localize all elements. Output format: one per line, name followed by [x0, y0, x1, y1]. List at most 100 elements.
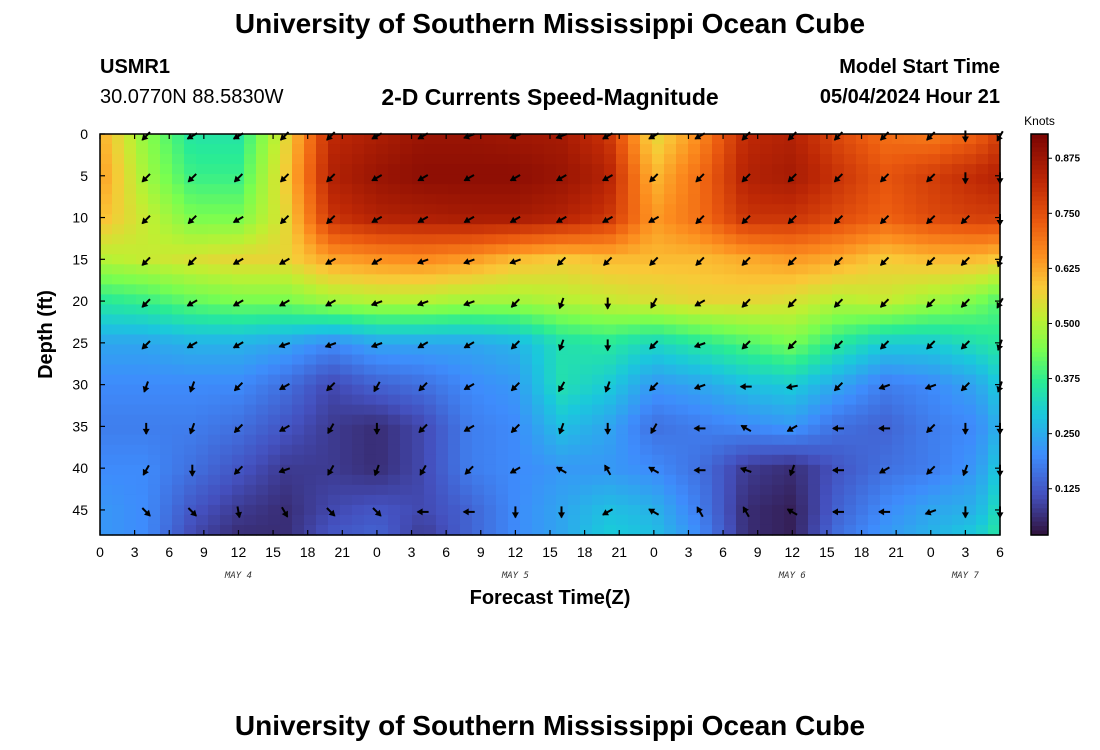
heatmap-cell	[496, 324, 509, 336]
heatmap-cell	[844, 374, 857, 386]
heatmap-cell	[400, 504, 413, 516]
heatmap-cell	[676, 384, 689, 396]
heatmap-cell	[280, 304, 293, 316]
heatmap-cell	[808, 184, 821, 195]
heatmap-cell	[820, 414, 833, 426]
heatmap-cell	[184, 394, 197, 406]
heatmap-cell	[328, 494, 341, 506]
heatmap-cell	[544, 404, 557, 416]
heatmap-cell	[832, 424, 845, 436]
heatmap-cell	[484, 404, 497, 416]
heatmap-cell	[388, 374, 401, 386]
heatmap-cell	[208, 134, 221, 145]
heatmap-cell	[388, 304, 401, 316]
heatmap-cell	[268, 514, 281, 526]
heatmap-cell	[400, 264, 413, 275]
heatmap-cell	[280, 344, 293, 356]
model-start-label: Model Start Time	[839, 56, 1000, 78]
heatmap-cell	[352, 334, 365, 346]
heatmap-cell	[724, 174, 737, 185]
heatmap-cell	[364, 364, 377, 376]
heatmap-cell	[424, 484, 437, 496]
heatmap-cell	[772, 474, 785, 486]
heatmap-cell	[376, 434, 389, 446]
heatmap-cell	[280, 154, 293, 165]
heatmap-cell	[364, 404, 377, 416]
heatmap-cell	[424, 184, 437, 195]
heatmap-cell	[640, 144, 653, 155]
heatmap-cell	[940, 344, 953, 356]
heatmap-cell	[772, 164, 785, 175]
heatmap-cell	[244, 504, 257, 516]
heatmap-cell	[940, 224, 953, 235]
heatmap-cell	[472, 514, 485, 526]
current-vector	[649, 340, 659, 350]
heatmap-cell	[424, 344, 437, 356]
heatmap-cell	[976, 364, 989, 376]
heatmap-cell	[388, 314, 401, 326]
heatmap-cell	[340, 494, 353, 506]
heatmap-cell	[964, 284, 977, 296]
heatmap-cell	[808, 424, 821, 436]
heatmap-cell	[700, 174, 713, 185]
heatmap-cell	[376, 314, 389, 326]
heatmap-cell	[208, 514, 221, 526]
heatmap-cell	[388, 154, 401, 165]
heatmap-cell	[532, 244, 545, 255]
heatmap-cell	[748, 364, 761, 376]
heatmap-cell	[928, 304, 941, 316]
heatmap-cell	[436, 404, 449, 416]
heatmap-cell	[316, 214, 329, 225]
current-vector	[603, 256, 613, 266]
heatmap-cell	[724, 184, 737, 195]
heatmap-cell	[376, 294, 389, 306]
colorbar-segment	[1031, 472, 1048, 478]
heatmap-cell	[304, 274, 317, 285]
heatmap-cell	[364, 494, 377, 506]
heatmap-cell	[892, 424, 905, 436]
current-vector	[233, 381, 244, 392]
heatmap-cell	[316, 514, 329, 526]
heatmap-cell	[772, 404, 785, 416]
heatmap-cell	[628, 304, 641, 316]
current-vector	[786, 508, 798, 516]
heatmap-cell	[652, 464, 665, 476]
heatmap-cell	[676, 134, 689, 145]
heatmap-cell	[412, 164, 425, 175]
heatmap-cell	[340, 244, 353, 255]
heatmap-cell	[412, 504, 425, 516]
heatmap-cell	[988, 504, 1001, 516]
heatmap-cell	[244, 224, 257, 235]
heatmap-cell	[808, 394, 821, 406]
heatmap-cell	[880, 134, 893, 145]
heatmap-cell	[232, 274, 245, 285]
heatmap-cell	[520, 194, 533, 205]
heatmap-cell	[172, 144, 185, 155]
heatmap-cell	[892, 294, 905, 306]
heatmap-cell	[976, 484, 989, 496]
heatmap-cell	[304, 484, 317, 496]
heatmap-cell	[856, 304, 869, 316]
heatmap-cell	[976, 504, 989, 516]
heatmap-cell	[484, 414, 497, 426]
heatmap-cell	[484, 234, 497, 245]
heatmap-cell	[952, 164, 965, 175]
heatmap-cell	[952, 504, 965, 516]
heatmap-cell	[880, 224, 893, 235]
heatmap-cell	[364, 264, 377, 275]
heatmap-cell	[364, 464, 377, 476]
heatmap-cell	[892, 204, 905, 215]
heatmap-cell	[760, 164, 773, 175]
heatmap-cell	[304, 164, 317, 175]
heatmap-cell	[712, 404, 725, 416]
heatmap-cell	[172, 504, 185, 516]
heatmap-cell	[952, 484, 965, 496]
heatmap-cell	[376, 134, 389, 145]
heatmap-cell	[628, 284, 641, 296]
heatmap-cell	[352, 314, 365, 326]
heatmap-cell	[244, 414, 257, 426]
current-vector	[371, 257, 383, 265]
heatmap-cell	[952, 184, 965, 195]
heatmap-cell	[724, 224, 737, 235]
heatmap-cell	[448, 254, 461, 265]
